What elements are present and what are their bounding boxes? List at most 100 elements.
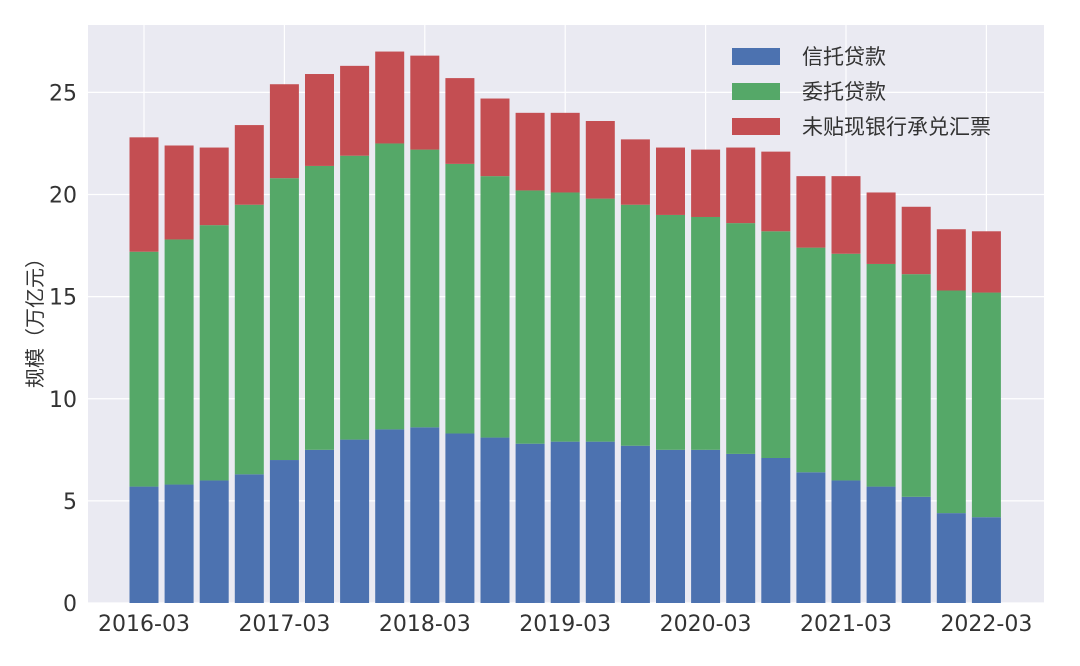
bar-segment-1 (410, 427, 440, 603)
bar-segment-1 (796, 472, 826, 603)
bar-segment-1 (164, 484, 194, 603)
bar-segment-3 (656, 147, 685, 215)
bar-segment-1 (691, 449, 721, 603)
bar-segment-2 (761, 231, 791, 458)
x-tick-label: 2021-03 (800, 612, 892, 637)
bar-segment-3 (269, 84, 299, 179)
bar-segment-3 (971, 231, 1001, 293)
bar-segment-3 (305, 74, 334, 166)
bar-segment-1 (269, 460, 299, 603)
bar-segment-2 (515, 190, 545, 444)
bar-segment-2 (656, 214, 685, 450)
bar-segment-3 (726, 147, 756, 224)
bar-segment-2 (234, 204, 264, 475)
bar-segment-1 (445, 433, 475, 603)
bar-segment-3 (901, 206, 931, 275)
bar-segment-2 (796, 247, 826, 473)
y-tick-label: 10 (49, 388, 77, 413)
y-axis-ticks: 0 5 10 15 20 25 (49, 81, 77, 617)
bar-segment-2 (971, 292, 1001, 518)
bar-segment-3 (129, 137, 159, 252)
bar-segment-3 (375, 51, 405, 144)
bar-segment-2 (305, 165, 334, 450)
bar-segment-3 (515, 112, 545, 191)
bar-segment-2 (340, 155, 370, 440)
y-tick-label: 15 (49, 286, 77, 311)
bar-segment-2 (550, 192, 580, 442)
bar-segment-1 (129, 486, 159, 603)
y-tick-label: 5 (63, 490, 77, 515)
bar-segment-3 (831, 176, 861, 254)
bar-segment-2 (831, 253, 861, 481)
bar-segment-3 (866, 192, 896, 264)
bar-segment-1 (620, 445, 650, 603)
bar-segment-1 (305, 449, 334, 603)
bar-segment-2 (620, 204, 650, 446)
x-axis-ticks: 2016-03 2017-03 2018-03 2019-03 2020-03 2021-… (98, 612, 1032, 637)
x-tick-label: 2017-03 (238, 612, 330, 637)
bar-segment-2 (269, 178, 299, 461)
bar-segment-2 (445, 163, 475, 434)
x-tick-label: 2022-03 (940, 612, 1032, 637)
bar-segment-2 (375, 143, 405, 430)
bar-segment-3 (164, 145, 194, 240)
legend-label: 信托贷款 (802, 45, 886, 69)
bar-segment-2 (129, 251, 159, 487)
bar-segment-2 (866, 263, 896, 487)
bar-segment-2 (480, 176, 510, 438)
bar-segment-1 (936, 513, 966, 603)
bar-segment-2 (410, 149, 440, 428)
y-axis-label: 规模（万亿元） (23, 248, 47, 388)
bar-segment-3 (410, 55, 440, 150)
bars-layer (129, 51, 1001, 603)
bar-segment-1 (726, 453, 756, 603)
bar-segment-3 (234, 125, 264, 205)
legend-label: 未贴现银行承兑汇票 (802, 115, 991, 139)
bar-segment-3 (445, 78, 475, 164)
bar-segment-2 (901, 274, 931, 497)
bar-segment-1 (585, 441, 615, 603)
bar-segment-1 (761, 457, 791, 603)
bar-segment-2 (691, 216, 721, 450)
bar-segment-3 (761, 151, 791, 232)
bar-segment-2 (936, 290, 966, 514)
bar-segment-1 (656, 449, 685, 603)
bar-segment-3 (620, 139, 650, 205)
x-tick-label: 2019-03 (519, 612, 611, 637)
bar-segment-1 (199, 480, 229, 603)
bar-segment-2 (199, 225, 229, 481)
bar-segment-3 (936, 229, 966, 291)
bar-segment-1 (866, 486, 896, 603)
bar-segment-1 (971, 517, 1001, 603)
legend-swatch (732, 118, 780, 135)
x-tick-label: 2016-03 (98, 612, 190, 637)
bar-segment-1 (375, 429, 405, 603)
legend-swatch (732, 83, 780, 100)
bar-segment-1 (340, 439, 370, 603)
bar-segment-1 (550, 441, 580, 603)
bar-segment-1 (831, 480, 861, 603)
bar-segment-3 (340, 65, 370, 156)
y-tick-label: 0 (63, 592, 77, 617)
bar-segment-3 (585, 120, 615, 199)
bar-segment-1 (234, 474, 264, 603)
bar-segment-1 (515, 443, 545, 603)
bar-segment-2 (164, 239, 194, 485)
legend-swatch (732, 48, 780, 65)
legend-label: 委托贷款 (802, 80, 886, 104)
bar-segment-2 (726, 223, 756, 454)
y-tick-label: 25 (49, 81, 77, 106)
bar-segment-1 (480, 437, 510, 603)
bar-segment-1 (901, 496, 931, 603)
bar-segment-3 (550, 112, 580, 193)
bar-segment-2 (585, 198, 615, 442)
bar-segment-3 (199, 147, 229, 226)
bar-segment-3 (480, 98, 510, 177)
bar-segment-3 (691, 149, 721, 217)
x-tick-label: 2018-03 (379, 612, 471, 637)
bar-segment-3 (796, 176, 826, 248)
x-tick-label: 2020-03 (660, 612, 752, 637)
